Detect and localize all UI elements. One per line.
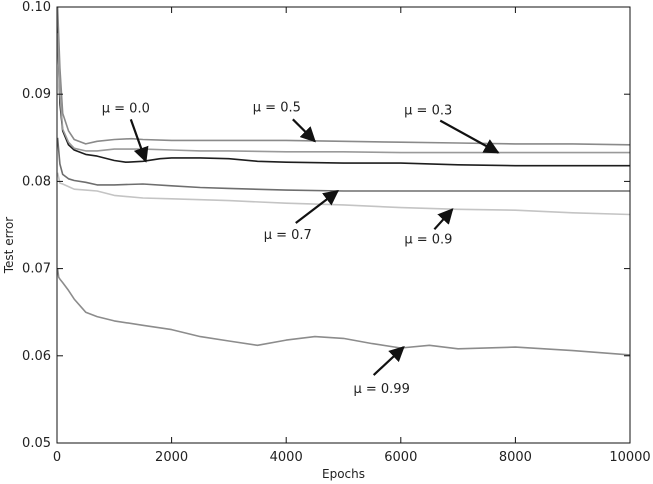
y-tick-label: 0.09 [22, 87, 51, 102]
y-tick-label: 0.10 [22, 0, 51, 15]
x-axis-title: Epochs [322, 467, 365, 481]
x-tick-label: 2000 [155, 450, 188, 465]
annotation-arrow [433, 208, 454, 231]
annotation-label: μ = 0.9 [404, 232, 452, 247]
y-tick-label: 0.05 [22, 436, 51, 451]
annotation-arrow [292, 118, 316, 143]
annotation-arrow [439, 119, 500, 154]
y-tick-label: 0.07 [22, 262, 51, 277]
annotation-arrow [129, 118, 149, 163]
plot-frame [56, 6, 631, 444]
annotation-label: μ = 0.3 [404, 104, 452, 119]
series-line-mu-0-99 [56, 268, 631, 356]
annotation-label: μ = 0.99 [353, 382, 409, 397]
annotation-label: μ = 0.0 [102, 101, 150, 116]
x-tick-label: 10000 [609, 450, 650, 465]
x-tick-label: 8000 [499, 450, 532, 465]
x-tick-label: 0 [53, 450, 61, 465]
annotation-label: μ = 0.7 [264, 228, 312, 243]
series-line-mu-0-9 [56, 172, 631, 216]
annotation-label: μ = 0.5 [253, 100, 301, 115]
annotation-arrow [295, 190, 339, 224]
x-tick-label: 6000 [384, 450, 417, 465]
annotation-arrow [372, 346, 405, 376]
y-tick-label: 0.08 [22, 174, 51, 189]
series-line-mu-0-3 [56, 33, 630, 154]
y-axis-title: Test error [2, 217, 16, 275]
series-line-mu-0-0 [56, 24, 630, 167]
series-line-mu-0-7 [56, 137, 630, 192]
y-tick-label: 0.06 [22, 349, 51, 364]
x-tick-label: 4000 [270, 450, 303, 465]
series-line-mu-0-5 [56, 6, 631, 146]
